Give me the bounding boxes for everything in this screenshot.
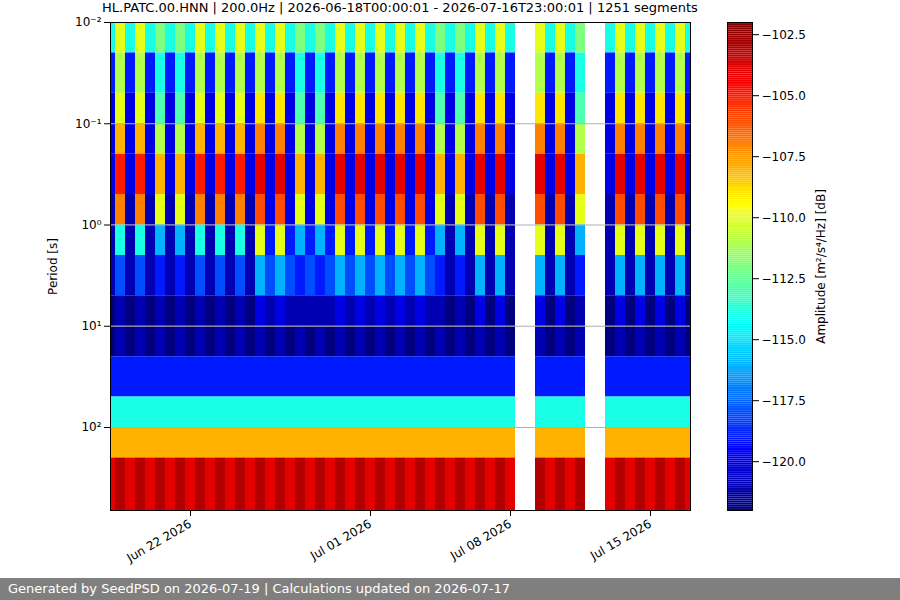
svg-text:Jul 15 2026: Jul 15 2026	[587, 517, 654, 564]
svg-text:10¹: 10¹	[81, 319, 101, 333]
svg-text:10⁰: 10⁰	[81, 218, 101, 232]
svg-text:Jun 22 2026: Jun 22 2026	[124, 517, 194, 566]
svg-text:10⁻²: 10⁻²	[75, 16, 102, 29]
svg-text:−105.0: −105.0	[762, 89, 806, 103]
svg-text:10²: 10²	[81, 420, 101, 434]
svg-text:−110.0: −110.0	[762, 211, 806, 225]
svg-text:Jul 08 2026: Jul 08 2026	[447, 517, 514, 564]
svg-text:−112.5: −112.5	[762, 272, 806, 286]
svg-text:−120.0: −120.0	[762, 455, 806, 469]
svg-text:Period [s]: Period [s]	[46, 238, 60, 295]
svg-text:10⁻¹: 10⁻¹	[75, 117, 102, 131]
svg-text:Jul 01 2026: Jul 01 2026	[307, 517, 374, 564]
svg-text:Amplitude [m²/s⁴/Hz] [dB]: Amplitude [m²/s⁴/Hz] [dB]	[814, 189, 828, 344]
svg-text:−117.5: −117.5	[762, 394, 806, 408]
html-text:HL.PATC.00.HNN | 200.0Hz | 202: HL.PATC.00.HNN | 200.0Hz | 2026-06-18T00…	[102, 0, 698, 15]
html-text:Generated by SeedPSD on 2026-0: Generated by SeedPSD on 2026-07-19 | Cal…	[8, 581, 510, 596]
svg-text:−102.5: −102.5	[762, 28, 806, 42]
svg-text:−115.0: −115.0	[762, 333, 806, 347]
svg-text:−107.5: −107.5	[762, 150, 806, 164]
